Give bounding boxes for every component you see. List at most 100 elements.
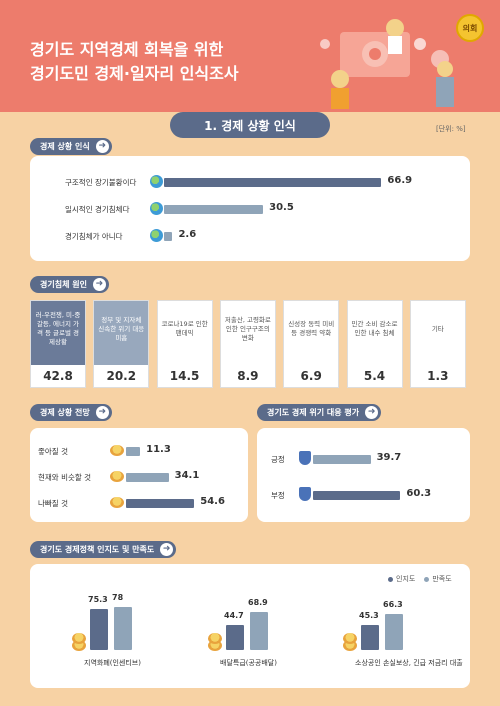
chart-policy-awareness: 인지도 만족도 75.3 78 지역화폐(인센티브) 44.7 68.9 배달특급(공공배… xyxy=(30,564,470,688)
bar xyxy=(385,613,403,650)
cause-label: 민간 소비 감소로 인한 내수 침체 xyxy=(351,320,398,337)
coin-icon xyxy=(343,633,357,644)
pill-label: 경기도 경제 위기 대응 평가 xyxy=(267,408,360,417)
globe-icon xyxy=(150,175,163,188)
cause-value: 1.3 xyxy=(410,365,465,387)
bar-label: 부정 xyxy=(271,491,285,500)
bar-label: 구조적인 장기불황이다 xyxy=(65,178,137,187)
cause-label: 저출산, 고령화로 인한 인구구조의 변화 xyxy=(224,315,271,342)
cause-column: 코로나19로 인한 팬데믹 14.5 xyxy=(156,300,213,388)
shield-icon xyxy=(299,451,311,465)
pill-crisis-response: 경기도 경제 위기 대응 평가 ➜ xyxy=(257,404,382,421)
bar-value: 34.1 xyxy=(174,470,200,481)
category-label: 소상공인 손실보상, 긴급 저금리 대출 xyxy=(355,659,463,667)
section-title: 1. 경제 상황 인식 xyxy=(170,112,330,138)
arrow-right-icon: ➜ xyxy=(92,278,106,291)
bar xyxy=(164,205,264,214)
title-line-1: 경기도 지역경제 회복을 위한 xyxy=(30,40,224,59)
bar xyxy=(90,608,108,650)
coin-icon xyxy=(110,471,124,482)
pill-economic-perception: 경제 상황 인식 ➜ xyxy=(30,138,112,155)
pill-policy-awareness: 경기도 경제정책 인지도 및 만족도 ➜ xyxy=(30,541,177,558)
bar-value: 39.7 xyxy=(376,452,402,463)
cause-value: 5.4 xyxy=(347,365,402,387)
chart-crisis-response: 긍정 39.7 부정 60.3 xyxy=(257,428,470,522)
coin-icon xyxy=(208,640,222,651)
coin-icon xyxy=(110,497,124,508)
bar xyxy=(164,232,173,241)
bar-value: 44.7 xyxy=(224,611,244,621)
legend-label: 만족도 xyxy=(432,575,452,583)
bar xyxy=(126,499,195,508)
bar xyxy=(126,473,169,482)
coin-icon xyxy=(72,640,86,651)
bar-value: 2.6 xyxy=(178,229,197,240)
bar xyxy=(126,447,141,456)
cause-label: 정부 및 지자체 신속한 위기 대응 미흡 xyxy=(98,315,145,342)
legend-dot xyxy=(424,576,430,582)
pill-economic-outlook: 경제 상황 전망 ➜ xyxy=(30,404,112,421)
cause-value: 8.9 xyxy=(220,365,275,387)
cause-label: 신성장 동력 미비 등 경쟁력 약화 xyxy=(288,320,335,337)
bar-value: 11.3 xyxy=(146,444,171,455)
bar-value: 75.3 xyxy=(88,594,108,604)
cause-value: 6.9 xyxy=(284,365,339,387)
bar xyxy=(361,625,379,650)
legend-dot xyxy=(388,576,393,582)
cause-value: 20.2 xyxy=(94,365,149,387)
bar-label: 좋아질 것 xyxy=(38,447,68,456)
coin-icon xyxy=(110,445,124,456)
unit-label: [단위: %] xyxy=(436,125,466,133)
pill-label: 경제 상황 인식 xyxy=(40,142,90,151)
cause-column: 정부 및 지자체 신속한 위기 대응 미흡 20.2 xyxy=(93,300,150,388)
survey-people-illustration xyxy=(320,19,454,109)
chart-economic-outlook: 좋아질 것 11.3 현재와 비슷할 것 34.1 나빠질 것 54.6 xyxy=(30,428,248,522)
bar-value: 68.9 xyxy=(248,598,268,608)
pill-label: 경제 상황 전망 xyxy=(40,408,90,417)
coin-icon xyxy=(72,633,86,644)
bar xyxy=(226,625,244,650)
bar xyxy=(164,178,382,187)
cause-column: 신성장 동력 미비 등 경쟁력 약화 6.9 xyxy=(283,300,340,388)
legend: 인지도 만족도 xyxy=(388,574,452,584)
bar-label: 일시적인 경기침체다 xyxy=(65,205,130,214)
bar-label: 나빠질 것 xyxy=(38,499,68,508)
category-label: 배달특급(공공배달) xyxy=(220,659,277,667)
globe-icon xyxy=(150,229,163,242)
shield-icon xyxy=(299,487,311,501)
bar-value: 66.9 xyxy=(387,175,413,186)
bar xyxy=(313,491,401,500)
bar-value: 78 xyxy=(112,593,124,603)
pill-label: 경기침체 원인 xyxy=(40,280,87,289)
chart-recession-causes: 러-우전쟁, 미-중갈등, 에너지 가격 등 글로벌 경제상황 42.8 정부 및 … xyxy=(30,300,470,388)
bar-value: 60.3 xyxy=(406,488,432,499)
page-title: 경기도 지역경제 회복을 위한 경기도민 경제·일자리 인식조사 xyxy=(30,38,239,86)
cause-column: 기타 1.3 xyxy=(409,300,466,388)
coin-icon xyxy=(208,633,222,644)
bar-value: 45.3 xyxy=(359,611,379,621)
cause-value: 14.5 xyxy=(157,365,212,387)
cause-column: 저출산, 고령화로 인한 인구구조의 변화 8.9 xyxy=(219,300,276,388)
header-banner: 경기도 지역경제 회복을 위한 경기도민 경제·일자리 인식조사 의회 xyxy=(0,0,500,112)
title-line-2: 경기도민 경제·일자리 인식조사 xyxy=(30,64,239,83)
bar xyxy=(114,607,132,650)
bar xyxy=(250,612,268,650)
legend-label: 인지도 xyxy=(396,575,416,583)
chart-economic-perception: 구조적인 장기불황이다 66.9 일시적인 경기침체다 30.5 경기침체가 아니다 2.… xyxy=(30,156,470,261)
cause-label: 코로나19로 인한 팬데믹 xyxy=(161,320,208,337)
bar-label: 현재와 비슷할 것 xyxy=(38,473,92,482)
council-badge-icon: 의회 xyxy=(456,14,484,42)
cause-column: 민간 소비 감소로 인한 내수 침체 5.4 xyxy=(346,300,403,388)
bar-value: 30.5 xyxy=(269,202,294,213)
pill-label: 경기도 경제정책 인지도 및 만족도 xyxy=(40,545,155,554)
cause-value: 42.8 xyxy=(31,365,85,387)
coin-icon xyxy=(343,640,357,651)
cause-label: 기타 xyxy=(431,324,444,333)
globe-icon xyxy=(150,202,163,215)
bar-value: 66.3 xyxy=(383,599,403,609)
arrow-right-icon: ➜ xyxy=(95,140,109,153)
category-label: 지역화폐(인센티브) xyxy=(84,659,141,667)
arrow-right-icon: ➜ xyxy=(95,406,109,419)
bar-value: 54.6 xyxy=(200,496,225,507)
